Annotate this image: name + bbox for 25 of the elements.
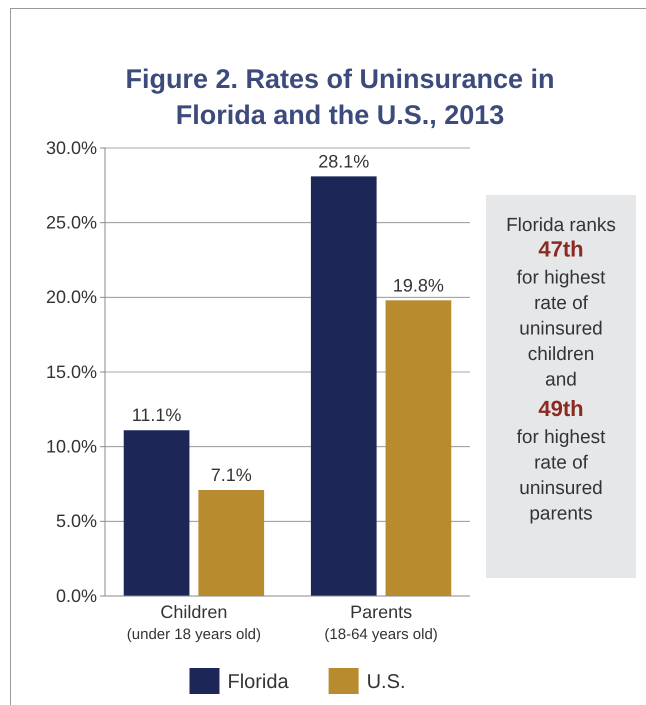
text: 47th bbox=[538, 236, 584, 262]
y-tick-label: 30.0% bbox=[46, 138, 97, 158]
x-tick-label: Children (under 18 years old) bbox=[126, 602, 262, 643]
bar bbox=[124, 430, 190, 596]
text: for highest rate of uninsured parents bbox=[516, 427, 606, 524]
text: 49th bbox=[538, 396, 584, 421]
y-tick-label: 0.0% bbox=[56, 586, 97, 606]
bar bbox=[310, 176, 377, 596]
y-tick-label: 20.0% bbox=[46, 287, 97, 308]
chart-title: Figure 2. Rates of Uninsurance in Florida and the U.S., 2013 bbox=[125, 64, 555, 130]
text: Florida ranks bbox=[506, 215, 616, 236]
x-tick-label: Parents (18-64 years old) bbox=[324, 602, 438, 643]
text: and bbox=[545, 370, 577, 390]
y-tick-label: 25.0% bbox=[46, 212, 97, 232]
data-label: 7.1% bbox=[210, 464, 252, 485]
data-label: 19.8% bbox=[392, 275, 444, 296]
y-tick-label: 15.0% bbox=[46, 362, 97, 382]
data-label: 28.1% bbox=[318, 151, 370, 172]
bar bbox=[386, 300, 452, 596]
legend-label: U.S. bbox=[366, 671, 406, 693]
y-tick-label: 5.0% bbox=[56, 511, 97, 532]
data-label: 11.1% bbox=[132, 405, 182, 426]
bar bbox=[198, 490, 264, 596]
y-tick-label: 10.0% bbox=[46, 436, 97, 456]
legend-label: Florida bbox=[227, 671, 290, 693]
